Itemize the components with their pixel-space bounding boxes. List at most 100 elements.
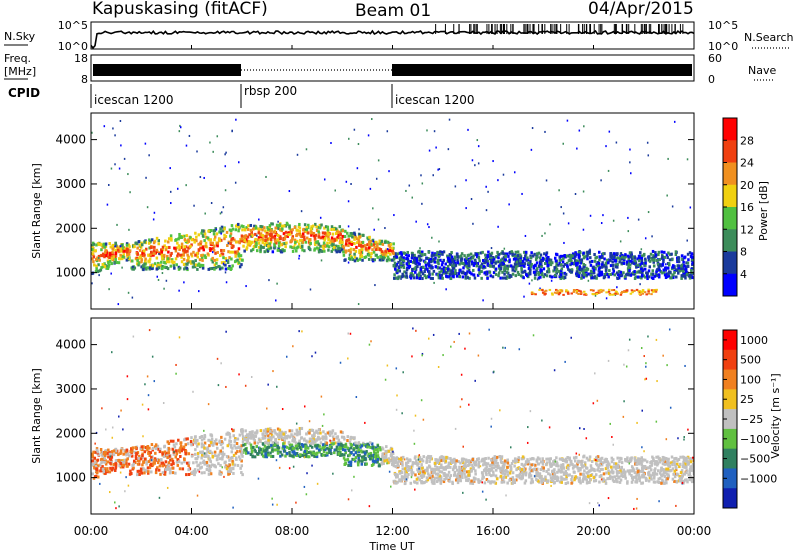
power-cell <box>608 130 611 133</box>
power-cell <box>330 228 333 232</box>
velocity-cell <box>457 460 460 464</box>
power-cell <box>137 263 140 267</box>
power-cell <box>653 255 656 259</box>
power-cell <box>614 292 617 295</box>
power-cell <box>560 206 562 209</box>
velocity-cell <box>605 457 608 461</box>
power-cell <box>303 223 307 227</box>
power-cell <box>125 242 129 246</box>
velocity-cell <box>656 480 659 484</box>
power-cell <box>562 142 565 145</box>
power-cell <box>143 249 146 253</box>
power-cell <box>539 287 541 290</box>
power-cell <box>463 263 467 267</box>
power-cell <box>100 254 103 258</box>
power-cell <box>554 259 558 263</box>
power-cell <box>439 276 442 280</box>
power-cell <box>498 266 501 270</box>
power-cell <box>686 252 690 256</box>
power-cell <box>516 264 519 268</box>
power-cell <box>111 243 115 247</box>
velocity-cell <box>369 445 372 449</box>
velocity-cell <box>259 429 263 433</box>
power-cell <box>599 273 603 277</box>
velocity-cell <box>581 477 585 481</box>
power-cell <box>437 255 441 259</box>
power-cell <box>428 272 431 276</box>
velocity-cell <box>599 457 603 461</box>
velocity-cell <box>100 466 103 470</box>
power-cell <box>469 256 473 260</box>
power-cell <box>630 172 632 175</box>
power-cell <box>578 258 581 262</box>
power-cell <box>337 233 340 237</box>
power-cell <box>169 264 173 268</box>
power-cell <box>435 266 437 269</box>
power-cell <box>339 233 342 237</box>
power-cell <box>637 254 641 258</box>
power-cell <box>415 257 419 261</box>
velocity-cell <box>199 466 202 470</box>
power-cell <box>361 244 365 248</box>
velocity-cell <box>296 433 299 437</box>
power-cell <box>238 241 241 245</box>
power-cell <box>305 148 308 151</box>
power-cell <box>256 227 260 231</box>
power-cell <box>257 231 260 235</box>
velocity-cell <box>262 447 265 451</box>
power-cell <box>178 289 180 292</box>
power-cell <box>404 253 408 257</box>
power-cell <box>530 148 533 151</box>
velocity-cell <box>171 471 175 475</box>
power-cell <box>236 258 239 262</box>
power-cell <box>554 288 558 291</box>
power-cell <box>647 290 650 293</box>
velocity-cell <box>440 470 444 474</box>
velocity-cell <box>252 435 256 439</box>
power-cell <box>136 246 139 250</box>
velocity-cell <box>92 476 96 480</box>
velocity-cell <box>226 470 230 474</box>
velocity-cell <box>570 477 573 481</box>
velocity-cell <box>224 465 227 469</box>
power-cell <box>400 261 403 265</box>
power-cell <box>514 274 518 278</box>
power-cell <box>215 232 219 236</box>
power-cell <box>677 266 680 270</box>
cpid-segment-2: rbsp 200 <box>244 84 297 98</box>
power-cell <box>436 250 439 254</box>
power-cell <box>402 256 405 260</box>
velocity-cell <box>471 457 475 461</box>
power-cell <box>277 244 281 248</box>
power-cell <box>395 262 399 266</box>
velocity-cell <box>575 476 579 480</box>
velocity-cell <box>379 457 383 461</box>
velocity-cell <box>261 442 265 446</box>
velocity-cell <box>436 465 439 469</box>
power-cell <box>687 258 690 262</box>
power-cell <box>309 227 313 231</box>
power-cell <box>385 248 388 252</box>
velocity-cell <box>518 467 522 471</box>
velocity-cell <box>103 456 106 460</box>
power-cell <box>247 241 251 245</box>
power-cell <box>415 276 419 280</box>
velocity-cell <box>662 468 665 472</box>
velocity-cell <box>387 457 391 461</box>
power-cell <box>148 238 151 242</box>
velocity-cell <box>356 463 360 467</box>
power-cell <box>356 258 360 262</box>
velocity-cell <box>655 472 659 476</box>
power-cell <box>235 118 237 121</box>
power-cell <box>356 241 359 245</box>
velocity-cell <box>410 468 414 472</box>
velocity-cell <box>411 464 414 468</box>
velocity-cell <box>343 448 347 452</box>
velocity-cell <box>171 447 175 451</box>
power-cell <box>432 253 436 257</box>
power-cell <box>592 271 596 275</box>
power-cell <box>661 271 664 275</box>
velocity-cell <box>305 439 308 443</box>
power-cell <box>681 267 685 271</box>
power-cell <box>663 270 666 274</box>
